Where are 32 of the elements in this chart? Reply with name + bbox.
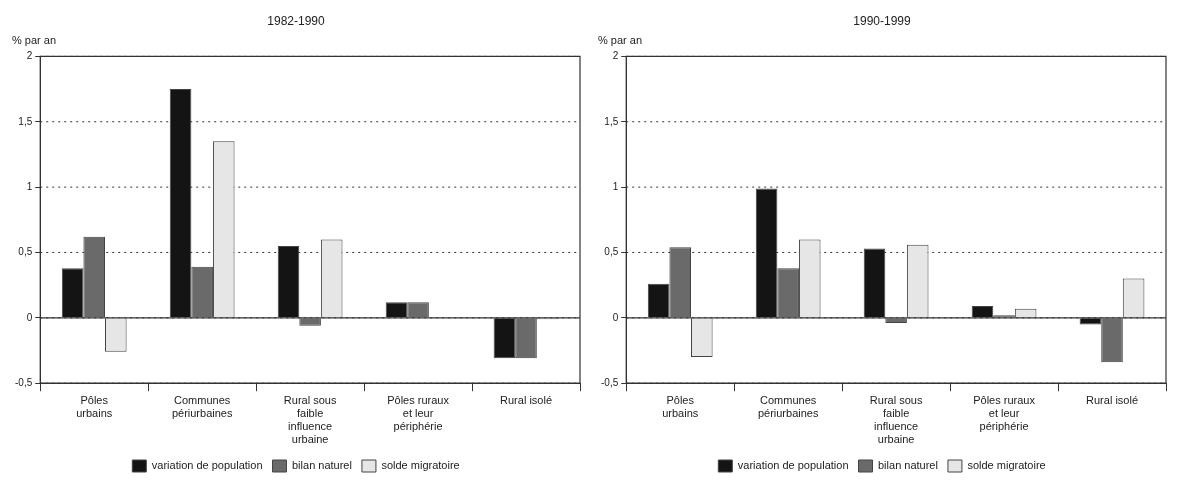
y-axis-title: % par an [598,33,643,46]
y-tick-label: 2 [26,50,33,62]
y-tick-label: 2 [612,50,619,62]
y-tick-label: -0,5 [601,376,619,388]
y-tick-label: 1 [612,180,619,192]
legend-label: bilan naturel [878,459,938,472]
chart-title: 1982-1990 [267,13,326,28]
y-tick-label: 1,5 [18,115,33,127]
legend-label: solde migratoire [967,459,1046,472]
y-tick-label: -0,5 [15,376,33,388]
x-tick-label: Pôles ruraux et leur périphérie [973,393,1036,433]
y-tick-label: 0,5 [18,246,33,258]
chart-title: 1990-1999 [853,13,912,28]
y-tick-label: 0 [26,311,33,323]
y-tick-label: 1,5 [604,115,619,127]
y-tick-label: 1 [26,180,33,192]
x-tick-label: Rural isolé [500,393,553,406]
y-tick-label: 0,5 [604,246,619,258]
x-tick-label: Rural sous faible influence urbaine [869,393,923,446]
y-axis-title: % par an [12,33,57,46]
legend-label: variation de population [151,459,263,472]
x-tick-label: Pôles ruraux et leur périphérie [387,393,450,433]
x-tick-label: Pôles urbains [662,393,699,420]
x-tick-label: Pôles urbains [76,393,113,420]
x-tick-label: Rural sous faible influence urbaine [283,393,337,446]
legend-label: bilan naturel [292,459,352,472]
x-tick-label: Communes périurbaines [757,393,819,420]
y-tick-label: 0 [612,311,619,323]
legend-label: solde migratoire [381,459,460,472]
x-tick-label: Rural isolé [1086,393,1139,406]
x-tick-label: Communes périurbaines [171,393,233,420]
legend-label: variation de population [737,459,849,472]
